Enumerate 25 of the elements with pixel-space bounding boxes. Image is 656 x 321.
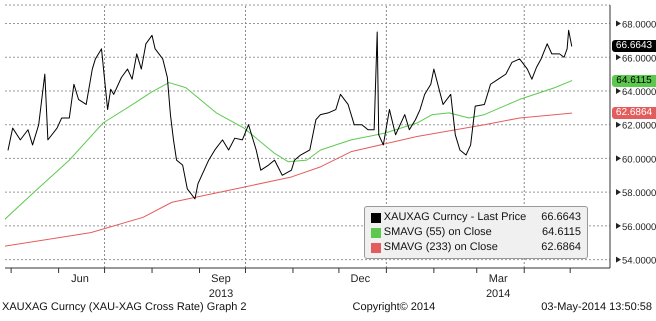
x-tick-label: Dec [350,273,371,285]
legend-label: XAUXAG Curncy - Last Price [384,210,528,225]
y-tick-label: 64.0000 [622,86,656,98]
text: Copyright© 2014 [352,301,436,313]
x-tick-label: Jun [71,273,89,285]
x-tick-label: Mar 2014 [486,273,510,300]
text: 03-May-2014 13:50:58 [541,301,652,313]
text: XAUXAG Curncy (XAU-XAG Cross Rate) Graph 2 [2,301,247,313]
legend-label: SMAVG (233) on Close [384,240,499,255]
y-tick-label: 68.0000 [622,20,656,31]
annotation: 62.6864 [541,240,581,255]
x-tick-label: Sep 2013 [208,273,234,300]
y-tick-label: 60.0000 [622,154,656,166]
text: 62.6864 [616,107,652,118]
legend-label: SMAVG (55) on Close [384,225,493,240]
line-series [8,30,572,200]
text: 66.6643 [616,40,652,52]
y-tick-label: 54.0000 [622,256,656,267]
text: 64.6115 [616,74,652,86]
y-tick-label: 58.0000 [622,188,656,200]
annotation: 64.6115 [542,225,581,240]
y-tick-label: 66.0000 [622,53,656,64]
y-tick-label: 56.0000 [622,222,656,233]
y-tick-label: 62.0000 [622,120,656,132]
annotation: 66.6643 [541,210,581,225]
